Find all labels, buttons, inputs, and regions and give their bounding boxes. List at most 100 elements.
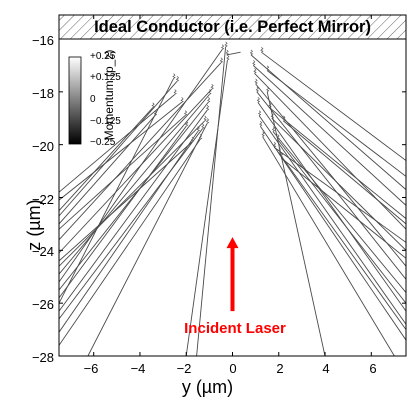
- colorbar-tick: −0.25: [90, 137, 116, 148]
- trajectory-wiggle: [249, 49, 254, 56]
- trajectory-line-26: [255, 83, 406, 267]
- trajectory-wiggle: [220, 44, 225, 50]
- incident-laser-label: Incident Laser: [184, 320, 286, 337]
- trajectory-wiggle: [270, 113, 274, 119]
- colorbar-tick: −0.125: [90, 116, 121, 127]
- x-tick-label: −4: [130, 361, 146, 376]
- trajectory-wiggle: [259, 120, 263, 127]
- trajectory-line-42: [283, 120, 406, 225]
- trajectory-wiggle: [260, 46, 264, 53]
- trajectory-line-7: [59, 102, 209, 291]
- trajectory-wiggle: [205, 118, 210, 124]
- trajectory-line-29: [258, 115, 406, 325]
- trajectory-line-21: [59, 115, 156, 225]
- trajectory-wiggle: [225, 49, 229, 56]
- axes: [58, 14, 407, 357]
- trajectory-line-43: [226, 51, 241, 56]
- trajectory-line-33: [266, 70, 406, 177]
- trajectory-wiggle: [207, 97, 211, 103]
- trajectory-line-14: [59, 141, 193, 262]
- trajectory-wiggle: [277, 147, 281, 153]
- trajectory-line-9: [87, 123, 208, 356]
- trajectory-wiggle: [272, 142, 277, 148]
- trajectory-group: [59, 41, 406, 356]
- trajectory-wiggle: [271, 126, 276, 132]
- trajectory-wiggle: [153, 110, 158, 116]
- x-tick-label: 0: [229, 361, 237, 376]
- trajectory-wiggle: [226, 54, 230, 61]
- trajectory-line-30: [259, 125, 406, 341]
- y-tick-label: −28: [31, 350, 54, 365]
- incident-laser-arrow: [226, 237, 239, 312]
- trajectory-line-4: [59, 62, 222, 241]
- trajectory-line-24: [252, 65, 406, 206]
- x-tick-label: 6: [369, 361, 377, 376]
- trajectory-wiggle: [252, 60, 256, 66]
- trajectory-wiggle: [279, 152, 284, 159]
- trajectory-line-40: [278, 152, 406, 330]
- x-tick-label: 2: [276, 361, 284, 376]
- trajectory-wiggle: [268, 102, 272, 108]
- trajectory-wiggle: [210, 83, 214, 90]
- trajectory-line-28: [257, 102, 406, 312]
- trajectory-wiggle: [257, 110, 262, 116]
- arrow-head: [226, 237, 239, 249]
- mirror-label: Ideal Conductor (i.e. Perfect Mirror): [94, 18, 371, 36]
- trajectory-line-12: [59, 139, 201, 346]
- trajectory-line-22: [59, 107, 154, 212]
- trajectory-wiggle: [198, 134, 203, 140]
- y-tick-label: −16: [31, 33, 54, 48]
- trajectory-wiggle: [208, 89, 212, 95]
- trajectory-line-27: [256, 91, 406, 280]
- trajectory-wiggle: [203, 115, 207, 122]
- y-axis-label: z (µm): [24, 199, 44, 251]
- trajectory-wiggle: [254, 78, 258, 85]
- trajectory-line-2: [196, 46, 227, 356]
- trajectory-line-36: [271, 117, 406, 251]
- trajectory-wiggle: [172, 73, 176, 79]
- y-tick-label: −24: [31, 244, 54, 259]
- trajectory-wiggle: [183, 110, 188, 116]
- x-tick-label: 4: [322, 361, 330, 376]
- trajectory-line-15: [59, 125, 187, 299]
- trajectory-wiggle: [224, 41, 228, 48]
- trajectory-wiggle: [266, 65, 270, 71]
- trajectory-line-8: [59, 110, 208, 312]
- x-axis-label: y (µm): [181, 377, 234, 397]
- trajectory-line-16: [59, 115, 186, 230]
- y-tick-label: −18: [31, 86, 54, 101]
- trajectory-wiggle: [201, 123, 205, 130]
- trajectory-line-10: [59, 120, 206, 267]
- trajectory-line-11: [59, 128, 203, 320]
- trajectory-wiggle: [276, 134, 280, 140]
- trajectory-wiggle: [256, 97, 261, 103]
- trajectory-line-13: [59, 131, 199, 333]
- trajectory-line-5: [59, 88, 213, 254]
- trajectory-wiggle: [173, 89, 177, 95]
- trajectory-line-18: [59, 81, 178, 217]
- colorbar-tick: +0.125: [90, 72, 121, 83]
- colorbar: [68, 56, 82, 145]
- trajectory-wiggle: [255, 86, 259, 93]
- colorbar-tick: +0.25: [90, 51, 116, 62]
- colorbar-tick: 0: [90, 94, 96, 105]
- x-tick-label: −2: [176, 361, 192, 376]
- trajectory-line-39: [277, 139, 406, 304]
- trajectory-wiggle: [219, 57, 224, 64]
- trajectory-line-35: [269, 107, 406, 219]
- trajectory-wiggle: [175, 76, 180, 82]
- trajectory-line-32: [261, 51, 406, 161]
- trajectory-wiggle: [282, 115, 286, 122]
- x-tick-label: −6: [83, 361, 99, 376]
- y-tick-label: −26: [31, 297, 54, 312]
- trajectory-wiggle: [266, 86, 270, 93]
- y-tick-label: −20: [31, 139, 54, 154]
- trajectory-line-17: [59, 102, 182, 201]
- trajectory-wiggle: [185, 120, 189, 127]
- trajectory-line-6: [59, 94, 210, 275]
- y-tick-label: −22: [31, 192, 54, 207]
- trajectory-wiggle: [180, 97, 184, 103]
- trajectory-wiggle: [205, 105, 210, 111]
- trajectory-wiggle: [261, 131, 265, 137]
